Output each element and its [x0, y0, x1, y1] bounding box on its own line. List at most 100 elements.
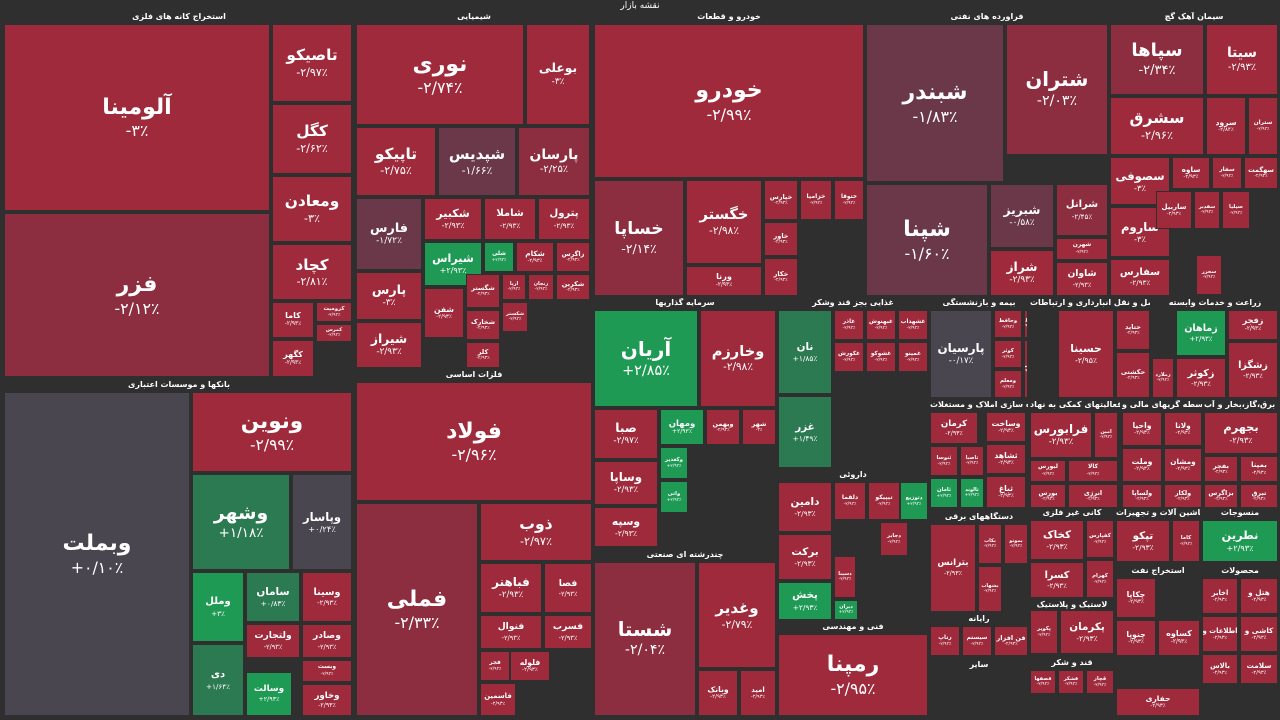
stock-tile[interactable]: وبملت +۰/۱۰٪ [4, 392, 190, 716]
stock-tile[interactable]: ذوب -۲/۹۷٪ [480, 503, 592, 561]
stock-tile[interactable]: شرانل -۲/۴۵٪ [1056, 184, 1108, 236]
stock-tile[interactable]: شیراز -۲/۹۳٪ [356, 322, 422, 368]
stock-tile[interactable]: ولتجارت -۲/۹۳٪ [246, 624, 300, 658]
stock-tile[interactable]: سلامت -۲/۹۳٪ [1240, 654, 1278, 684]
stock-tile[interactable]: پکرمان -۲/۹۳٪ [1060, 610, 1114, 654]
stock-tile[interactable]: وبست -۲/۹۳٪ [302, 660, 352, 682]
stock-tile[interactable]: بشهاب -۲/۹۳٪ [978, 566, 1002, 612]
stock-tile[interactable]: وحافظ -۲/۹۳٪ [994, 310, 1022, 338]
stock-tile[interactable]: تپکو -۲/۹۳٪ [1116, 520, 1170, 562]
stock-tile[interactable]: ولکار -۲/۹۳٪ [1164, 484, 1202, 508]
stock-tile[interactable]: سهگمت -۲/۹۳٪ [1244, 157, 1278, 189]
stock-tile[interactable]: وخاور -۲/۹۳٪ [302, 684, 352, 716]
stock-tile[interactable]: وساخت -۲/۹۳٪ [986, 412, 1026, 442]
stock-tile[interactable]: شکبیر -۲/۹۳٪ [424, 198, 482, 240]
stock-tile[interactable]: حسینا -۲/۹۵٪ [1058, 310, 1114, 398]
stock-tile[interactable]: کالا -۲/۹۳٪ [1068, 460, 1118, 482]
stock-tile[interactable]: وسپه -۲/۹۳٪ [594, 507, 658, 547]
stock-tile[interactable]: غشهداب -۲/۹۳٪ [898, 310, 928, 340]
stock-tile[interactable]: چنوپا -۲/۹۳٪ [1116, 620, 1156, 656]
stock-tile[interactable]: خساپا -۲/۱۴٪ [594, 180, 684, 296]
stock-tile[interactable]: شتران -۲/۰۳٪ [1006, 24, 1108, 155]
stock-tile[interactable]: زفجر -۲/۹۳٪ [1228, 310, 1278, 340]
stock-tile[interactable]: ونوین -۲/۹۹٪ [192, 392, 352, 472]
stock-tile[interactable]: وکغدیر +۲/۹۳٪ [660, 447, 688, 479]
stock-tile[interactable]: ثامان +۲/۹۳٪ [930, 478, 958, 508]
stock-tile[interactable]: وپاسار +۰/۲۴٪ [292, 474, 352, 570]
stock-tile[interactable]: دی +۱/۶۴٪ [192, 644, 244, 716]
stock-tile[interactable]: کاما -۲/۹۳٪ [272, 302, 314, 338]
stock-tile[interactable]: وساپا -۲/۹۳٪ [594, 461, 658, 505]
stock-tile[interactable]: برکت -۲/۹۳٪ [778, 534, 832, 580]
stock-tile[interactable]: پخش +۲/۹۳٪ [778, 582, 832, 620]
stock-tile[interactable]: شلی +۲/۹۳٪ [484, 242, 514, 272]
stock-tile[interactable]: فجر -۲/۹۳٪ [480, 651, 510, 681]
stock-tile[interactable]: ساوه -۲/۹۳٪ [1172, 157, 1210, 189]
stock-tile[interactable]: پارسان -۲/۲۵٪ [518, 127, 590, 196]
stock-tile[interactable]: خزامیا -۲/۹۳٪ [800, 180, 832, 220]
stock-tile[interactable]: تبرق -۲/۹۳٪ [1240, 484, 1278, 508]
stock-tile[interactable]: وملت -۲/۹۳٪ [1122, 448, 1162, 482]
stock-tile[interactable]: کگهر -۲/۹۳٪ [272, 340, 314, 377]
stock-tile[interactable]: رمپنا -۲/۹۵٪ [778, 634, 928, 716]
stock-tile[interactable]: کخاک -۲/۹۳٪ [1030, 520, 1084, 560]
stock-tile[interactable]: ومعلم -۲/۹۳٪ [994, 370, 1022, 398]
stock-tile[interactable]: پارسیان -۰/۱۷٪ [930, 310, 992, 398]
stock-tile[interactable]: سیتا -۲/۹۳٪ [1206, 24, 1278, 95]
stock-tile[interactable]: زملارد -۲/۹۳٪ [1152, 358, 1174, 398]
stock-tile[interactable]: شراز -۲/۹۳٪ [990, 250, 1054, 296]
stock-tile[interactable]: ومعادن -۳٪ [272, 176, 352, 242]
stock-tile[interactable]: کرمان -۲/۹۳٪ [930, 412, 978, 444]
stock-tile[interactable]: شکام -۲/۹۳٪ [516, 242, 554, 272]
stock-tile[interactable]: شبریز -۰/۵۸٪ [990, 184, 1054, 248]
stock-tile[interactable]: سصوفی -۳٪ [1110, 157, 1170, 205]
stock-tile[interactable]: شهرن -۲/۹۳٪ [1056, 238, 1108, 260]
stock-tile[interactable]: ومشان -۲/۹۳٪ [1164, 448, 1202, 482]
stock-tile[interactable]: وغدیر -۲/۷۹٪ [698, 562, 776, 668]
stock-tile[interactable]: فصا -۲/۹۳٪ [544, 563, 592, 613]
stock-tile[interactable]: واحیا -۲/۹۳٪ [1122, 412, 1162, 446]
stock-tile[interactable]: کگل -۲/۶۲٪ [272, 104, 352, 174]
stock-tile[interactable]: بورس -۲/۹۳٪ [1030, 484, 1066, 508]
stock-tile[interactable]: بترانس -۲/۹۳٪ [930, 524, 976, 612]
stock-tile[interactable]: صبا -۲/۹۷٪ [594, 409, 658, 459]
stock-tile[interactable]: فملی -۲/۳۳٪ [356, 503, 478, 716]
stock-tile[interactable]: بمپنا -۲/۹۳٪ [1240, 456, 1278, 482]
stock-tile[interactable]: فلوله -۲/۹۳٪ [510, 651, 550, 681]
stock-tile[interactable]: لبورس -۲/۹۳٪ [1030, 460, 1066, 482]
stock-tile[interactable]: تیپیکو -۲/۹۳٪ [868, 482, 900, 520]
stock-tile[interactable]: فارس -۱/۷۲٪ [356, 198, 422, 270]
stock-tile[interactable]: بفجر -۲/۹۳٪ [1204, 456, 1238, 482]
stock-tile[interactable]: شاملا -۲/۹۳٪ [484, 198, 536, 240]
stock-tile[interactable]: انرژی -۲/۹۳٪ [1068, 484, 1118, 508]
stock-tile[interactable]: ثاصبا -۲/۹۳٪ [960, 446, 984, 476]
stock-tile[interactable]: ثالوند +۲/۹۳٪ [960, 478, 984, 508]
stock-tile[interactable]: زکوثر -۲/۹۳٪ [1176, 358, 1226, 398]
stock-tile[interactable]: آریان +۲/۸۵٪ [594, 310, 698, 407]
stock-tile[interactable]: کساوه -۲/۹۳٪ [1158, 620, 1200, 656]
stock-tile[interactable]: خودرو -۲/۹۹٪ [594, 24, 864, 178]
stock-tile[interactable]: قشکر -۲/۹۳٪ [1058, 670, 1084, 694]
stock-tile[interactable]: زنجان -۲/۹۳٪ [528, 274, 554, 300]
stock-tile[interactable]: شخارک -۲/۹۳٪ [466, 310, 500, 340]
stock-tile[interactable]: وصادر -۲/۹۳٪ [302, 624, 352, 658]
stock-tile[interactable]: سفارس -۲/۹۳٪ [1110, 259, 1170, 296]
stock-tile[interactable]: زماهان +۲/۹۳٪ [1176, 310, 1226, 356]
stock-tile[interactable]: خگستر -۲/۹۸٪ [686, 180, 762, 264]
stock-tile[interactable]: شکستر -۲/۹۳٪ [502, 302, 528, 332]
stock-tile[interactable]: حفاری -۲/۹۳٪ [1116, 688, 1200, 716]
stock-tile[interactable]: اطلاعات و -۲/۹۳٪ [1202, 616, 1238, 652]
stock-tile[interactable]: فولاد -۲/۹۶٪ [356, 382, 592, 501]
stock-tile[interactable]: رتاپ -۲/۹۳٪ [930, 626, 960, 656]
stock-tile[interactable]: وشهر +۱/۱۸٪ [192, 474, 290, 570]
stock-tile[interactable]: اریا -۲/۹۳٪ [502, 274, 526, 300]
stock-tile[interactable]: فسرب -۲/۹۳٪ [544, 615, 592, 649]
stock-tile[interactable]: شکربن -۲/۹۳٪ [556, 274, 590, 300]
stock-tile[interactable]: البرز-۲/۹۳٪ [1024, 340, 1028, 398]
stock-tile[interactable]: کهرام -۲/۹۳٪ [1086, 560, 1114, 598]
stock-tile[interactable]: شستا -۲/۰۴٪ [594, 562, 696, 716]
stock-tile[interactable]: بزاگرس -۲/۹۳٪ [1204, 484, 1238, 508]
stock-tile[interactable]: شپدیس -۱/۶۶٪ [438, 127, 516, 196]
stock-tile[interactable]: کوثر -۲/۹۳٪ [994, 340, 1022, 368]
stock-tile[interactable]: فاسمین -۲/۹۳٪ [480, 683, 516, 716]
